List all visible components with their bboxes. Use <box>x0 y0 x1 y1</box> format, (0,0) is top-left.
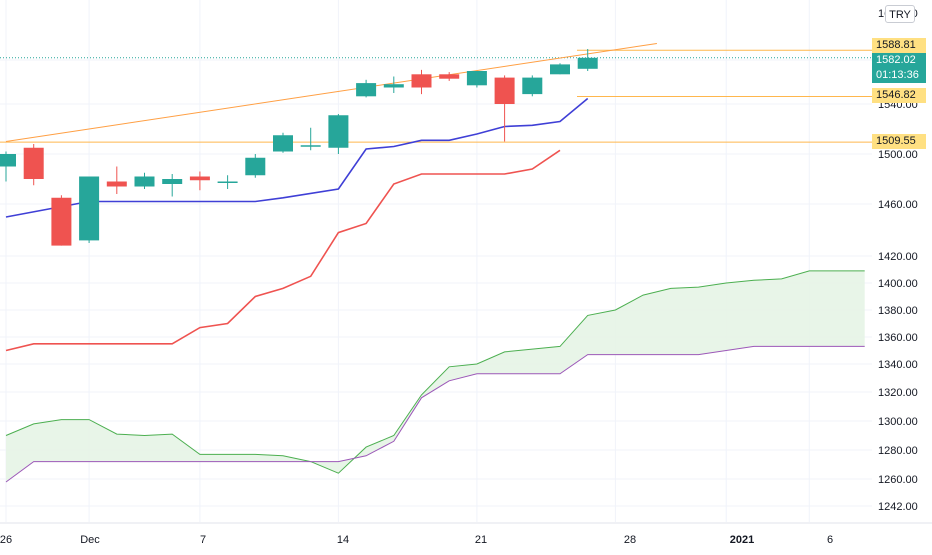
last-price-label: 1582.02 <box>872 53 926 68</box>
chart-grid <box>0 0 872 522</box>
level-price-label-mid: 1546.82 <box>872 88 926 103</box>
candle-body <box>79 176 100 241</box>
y-tick-label: 1460.00 <box>878 199 918 211</box>
candle-body <box>577 57 598 69</box>
level-price-label-upper: 1588.81 <box>872 38 926 53</box>
price-axis: 1242.00 1260.00 1280.00 1300.00 1320.00 1340.… <box>878 8 918 513</box>
candle-body <box>494 77 515 104</box>
candle-body <box>245 157 266 176</box>
trend-line <box>5 43 657 142</box>
candle <box>217 175 238 189</box>
candle-body <box>189 176 210 181</box>
candle <box>134 172 155 189</box>
candlestick-series <box>0 49 598 246</box>
candle <box>494 75 515 142</box>
candle <box>577 49 598 71</box>
level-price-label-lower: 1509.55 <box>872 134 926 149</box>
candle <box>356 79 377 98</box>
leading-span-b <box>5 345 865 483</box>
time-axis: 26 Dec 7 14 21 28 2021 6 <box>0 522 932 546</box>
candle-body <box>439 74 460 79</box>
bar-countdown-label: 01:13:36 <box>872 68 926 83</box>
candle-body <box>273 135 293 152</box>
candle-body <box>383 84 404 88</box>
candle <box>79 176 100 243</box>
x-tick-label: Dec <box>80 534 100 546</box>
candle-body <box>106 181 127 187</box>
candle <box>51 195 72 246</box>
y-tick-label: 1280.00 <box>878 445 918 457</box>
candle <box>300 127 321 151</box>
candle-body <box>328 115 349 148</box>
candle <box>383 76 404 93</box>
candle <box>550 63 570 75</box>
candle-body <box>134 176 155 187</box>
y-tick-label: 1380.00 <box>878 305 918 317</box>
candle <box>23 144 44 186</box>
candle <box>328 114 349 154</box>
y-tick-label: 1320.00 <box>878 387 918 399</box>
candle-body <box>466 71 487 86</box>
candle <box>162 174 183 197</box>
y-tick-label: 1260.00 <box>878 474 918 486</box>
x-tick-label: 2021 <box>730 534 754 546</box>
y-tick-label: 1340.00 <box>878 359 918 371</box>
horizontal-levels <box>0 49 872 143</box>
candle-body <box>23 147 44 179</box>
y-tick-label: 1360.00 <box>878 332 918 344</box>
candle-body <box>300 145 321 147</box>
currency-badge[interactable]: TRY <box>885 5 915 23</box>
x-tick-label: 26 <box>0 534 12 546</box>
candle-body <box>0 154 16 167</box>
candle <box>273 132 293 153</box>
conversion-line <box>5 97 589 218</box>
base-line <box>5 149 561 352</box>
candle-body <box>51 197 72 246</box>
candle <box>189 171 210 191</box>
candle-body <box>550 64 570 75</box>
ichimoku-lines <box>5 97 589 352</box>
candle-body <box>356 83 377 97</box>
candle <box>439 72 460 81</box>
candle <box>411 69 432 95</box>
y-tick-label: 1500.00 <box>878 149 918 161</box>
x-tick-label: 21 <box>475 534 487 546</box>
cloud-fill <box>6 270 865 482</box>
candle <box>0 151 16 182</box>
candle <box>245 154 266 178</box>
x-tick-label: 6 <box>827 534 833 546</box>
y-tick-label: 1420.00 <box>878 251 918 263</box>
candle-body <box>162 179 183 184</box>
candle <box>106 166 127 194</box>
y-tick-label: 1242.00 <box>878 501 918 513</box>
x-tick-label: 7 <box>200 534 206 546</box>
candle <box>466 71 487 88</box>
trend-line-segment <box>5 43 657 142</box>
candle <box>522 75 543 97</box>
leading-span-a <box>5 270 865 474</box>
candle-body <box>217 181 238 183</box>
x-tick-label: 28 <box>624 534 636 546</box>
ichimoku-cloud <box>5 270 865 483</box>
x-tick-label: 14 <box>337 534 349 546</box>
y-tick-label: 1400.00 <box>878 278 918 290</box>
y-tick-label: 1300.00 <box>878 416 918 428</box>
candle-body <box>411 74 432 88</box>
candle-body <box>522 77 543 95</box>
